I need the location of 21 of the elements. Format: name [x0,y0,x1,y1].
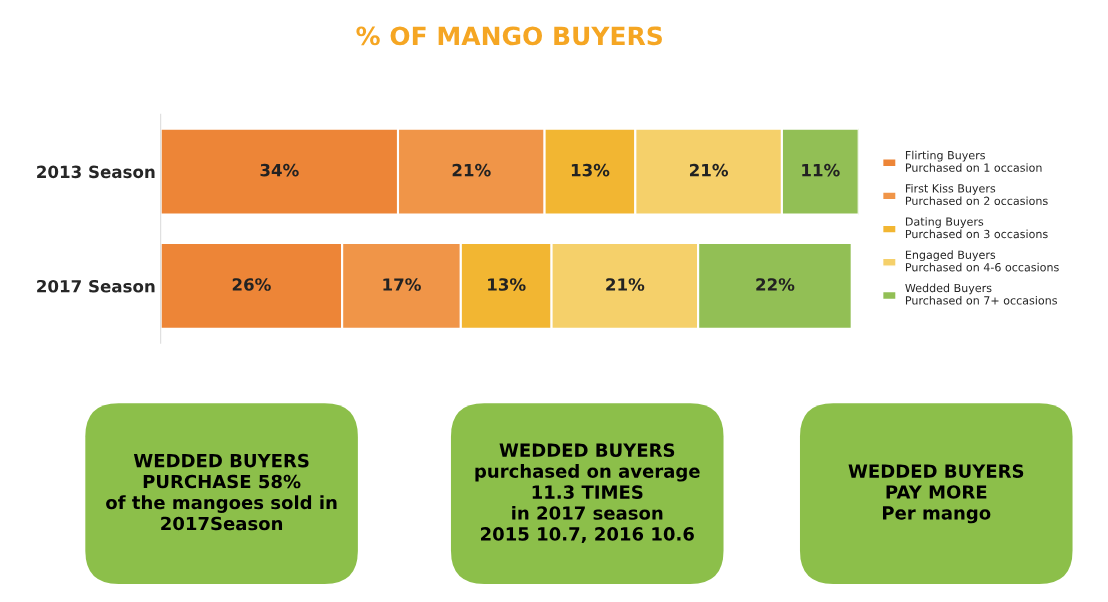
legend-label: First Kiss Buyers Purchased on 2 occasions [905,183,1048,206]
legend-label: Dating Buyers Purchased on 3 occasions [905,217,1048,239]
data-label: 34% [260,163,299,177]
legend-label: Flirting Buyers Purchased on 1 occasion [905,150,1042,172]
text: WEDDED BUYERS PURCHASE 58% of the mangoes sold in 2017Season [106,453,337,531]
data-label: 13% [571,163,610,177]
text: WEDDED BUYERS PAY MORE Per mango [848,464,1024,524]
data-label: 21% [689,163,729,177]
data-label: 22% [756,278,795,291]
y-tick-label: 2013 Season [37,165,155,179]
data-label: 21% [606,278,645,291]
chart-title: % OF MANGO BUYERS [356,26,662,46]
data-label: 13% [488,278,526,291]
data-label: 17% [383,278,421,291]
legend-label: Wedded Buyers Purchased on 7+ occasions [905,283,1057,305]
data-label: 11% [802,163,840,177]
text: WEDDED BUYERS purchased on average 11.3 TIMES in 2017 season 2015 10.7, 2016 10.6 [475,443,700,544]
data-label: 21% [452,163,491,177]
data-label: 26% [232,278,271,291]
legend-label: Engaged Buyers Purchased on 4-6 occasions [905,250,1059,272]
y-tick-label: 2017 Season [37,279,155,293]
